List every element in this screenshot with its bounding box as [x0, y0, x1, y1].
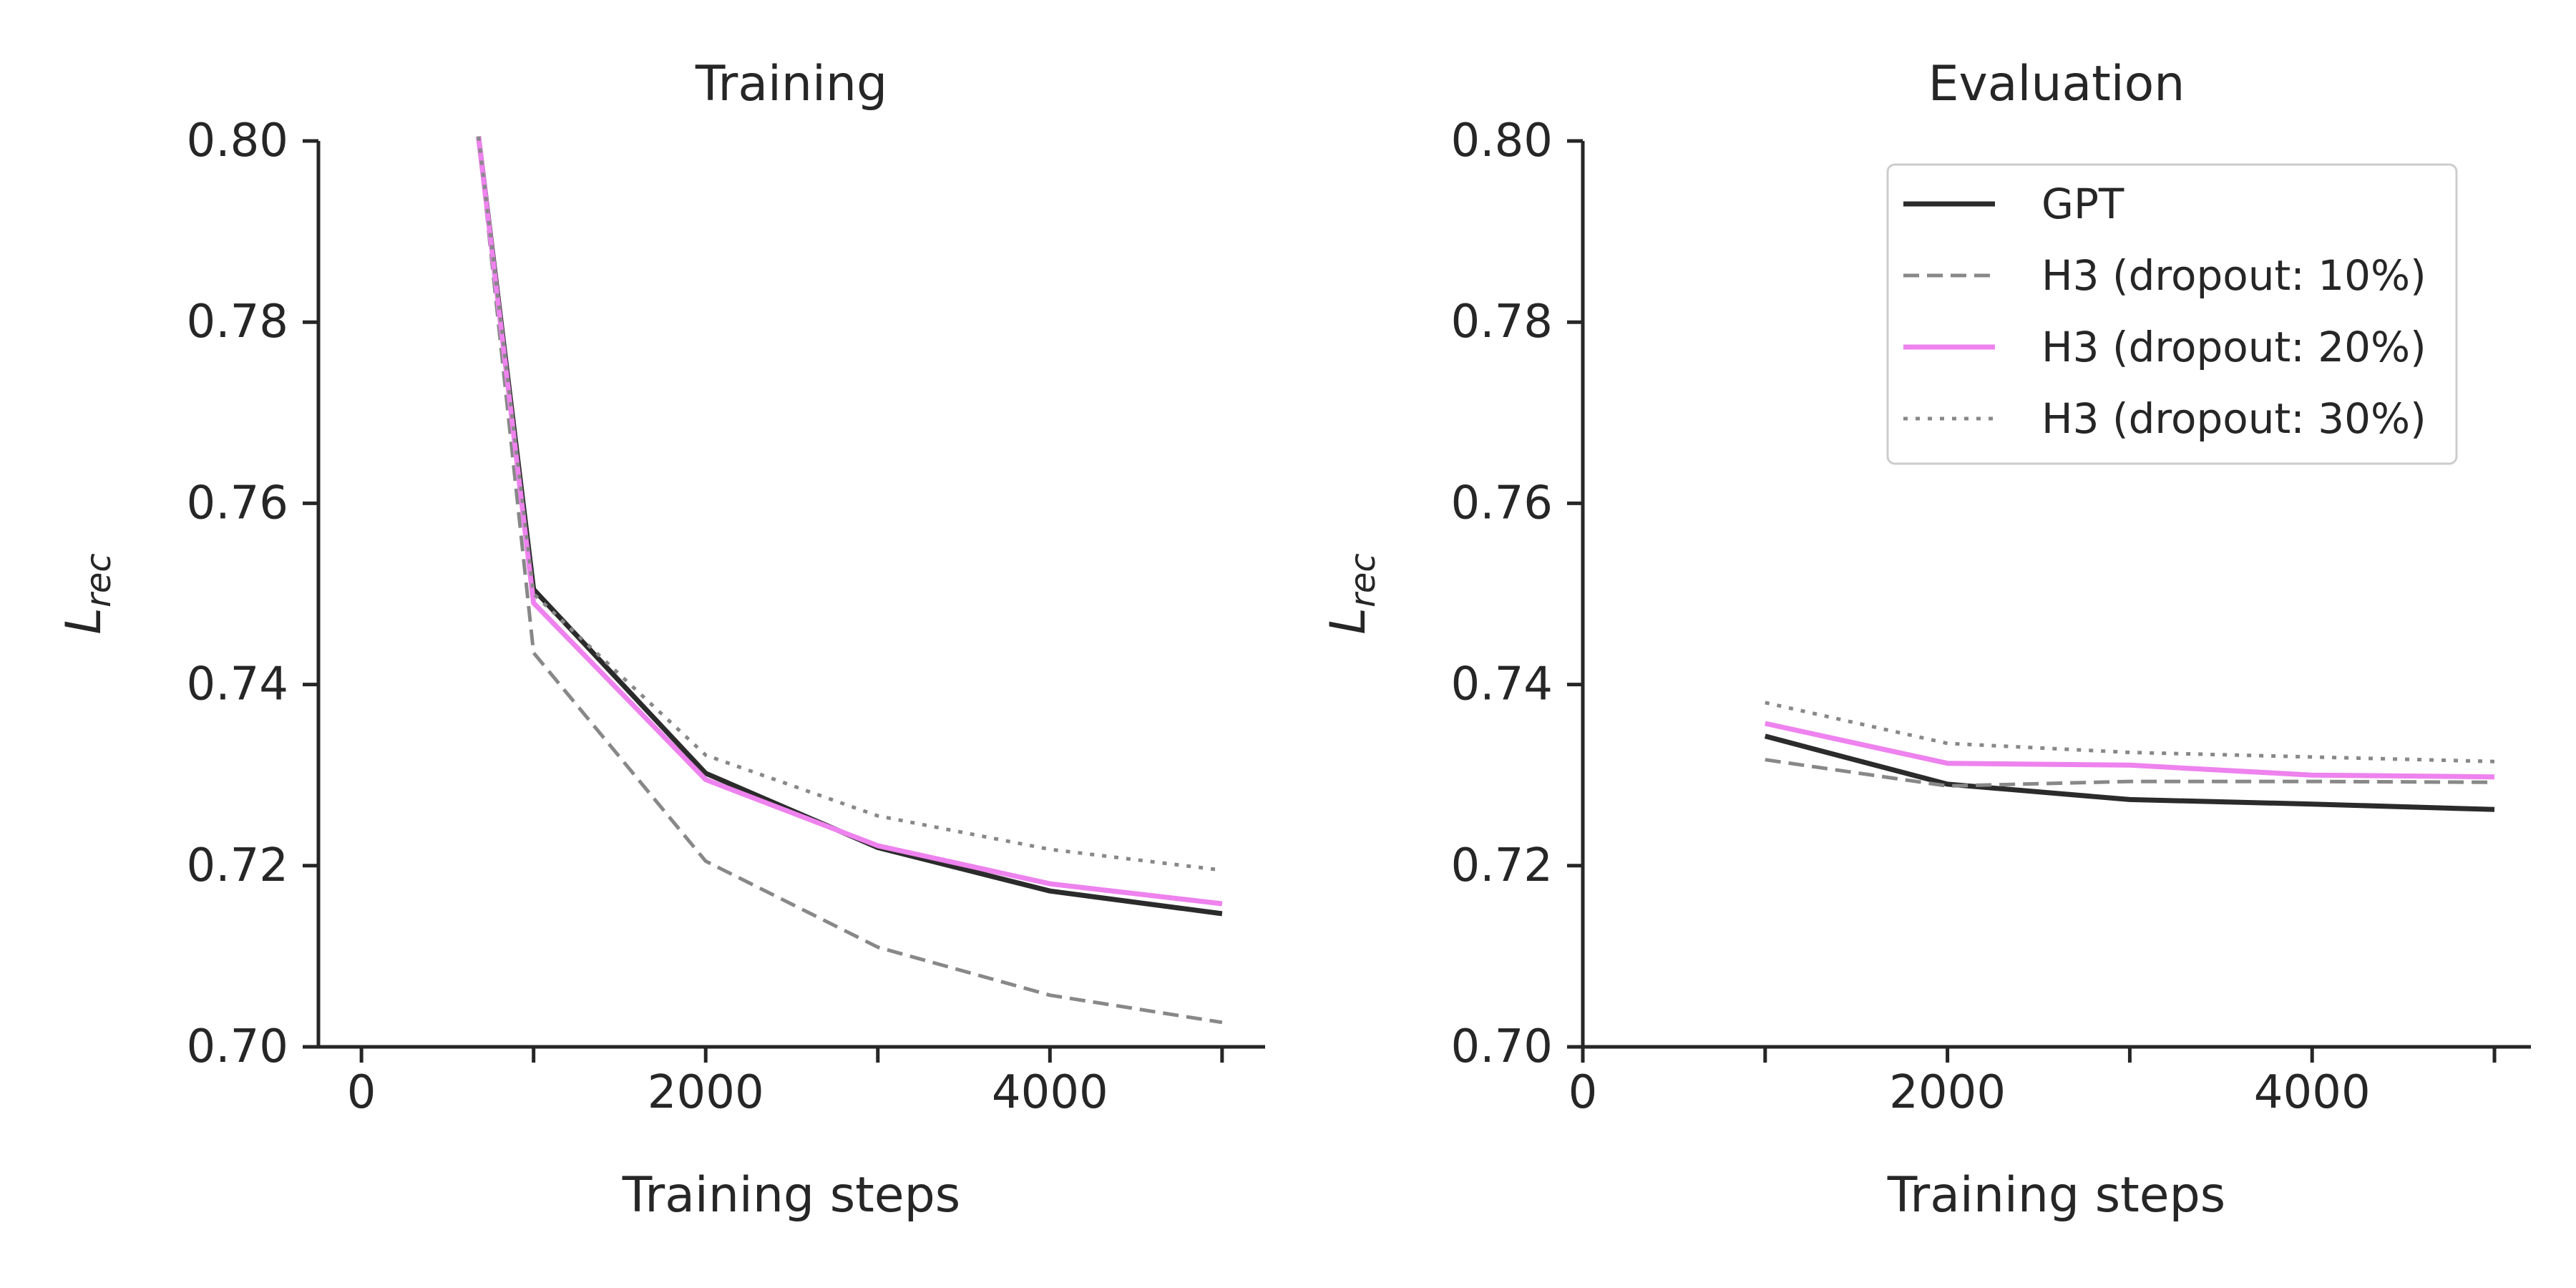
panel-training: 0.70 0.72 0.74 0.76 0.78 0.80 0 2000 4000 Trainin…: [56, 56, 1265, 1224]
y-axis-label-main: L: [56, 608, 112, 635]
series-line-h3-dropout-20: [1765, 721, 2495, 780]
y-tick-label: 0.76: [1451, 477, 1553, 530]
y-tick-label: 0.78: [1451, 296, 1553, 348]
y-tick-label: 0.74: [1451, 658, 1553, 711]
legend-label: GPT: [2041, 180, 2124, 228]
panel-evaluation: 0.70 0.72 0.74 0.76 0.78 0.80 0 2000 4000 Evaluat…: [1320, 56, 2531, 1224]
legend: GPT H3 (dropout: 10%) H3 (dropout: 20%) H3 …: [1886, 163, 2458, 465]
x-tick-label: 4000: [992, 1066, 1108, 1119]
panel-title: Training: [695, 56, 887, 112]
y-tick-label: 0.72: [1451, 839, 1553, 892]
y-tick-label: 0.74: [187, 658, 289, 711]
x-tick-label: 2000: [1889, 1066, 2006, 1119]
legend-label: H3 (dropout: 20%): [2041, 323, 2426, 371]
series-line-gpt: [1764, 733, 2495, 812]
x-tick-label: 2000: [648, 1066, 764, 1119]
series-line-h3-dropout-30: [477, 136, 1223, 872]
legend-box: [1886, 163, 2458, 465]
y-axis-label-subscript: rec: [79, 553, 119, 608]
x-tick-label: 0: [1568, 1066, 1598, 1119]
y-axis-label-subscript: rec: [1343, 553, 1383, 608]
y-axis-label-main: L: [1320, 608, 1377, 635]
y-tick-label: 0.76: [187, 477, 289, 530]
legend-label: H3 (dropout: 10%): [2041, 251, 2426, 300]
x-tick-label: 4000: [2254, 1066, 2371, 1119]
series-line-h3-dropout-20: [476, 136, 1223, 907]
series-line-h3-dropout-10: [477, 136, 1223, 1025]
x-axis-label: Training steps: [622, 1167, 960, 1224]
series-line-gpt: [476, 136, 1223, 917]
y-tick-label: 0.80: [187, 114, 289, 167]
y-tick-label: 0.70: [187, 1020, 289, 1073]
y-axis-label: Lrec: [56, 553, 119, 635]
series-line-h3-dropout-10: [1765, 758, 2495, 788]
panel-title: Evaluation: [1928, 56, 2185, 112]
legend-label: H3 (dropout: 30%): [2041, 394, 2426, 443]
y-tick-label: 0.78: [187, 296, 289, 348]
y-tick-label: 0.72: [187, 839, 289, 892]
y-axis-label: Lrec: [1320, 553, 1383, 635]
series-line-h3-dropout-30: [1765, 701, 2495, 763]
x-axis-label: Training steps: [1887, 1167, 2225, 1224]
y-tick-label: 0.70: [1451, 1020, 1553, 1073]
y-tick-label: 0.80: [1451, 114, 1553, 167]
x-tick-label: 0: [347, 1066, 376, 1119]
